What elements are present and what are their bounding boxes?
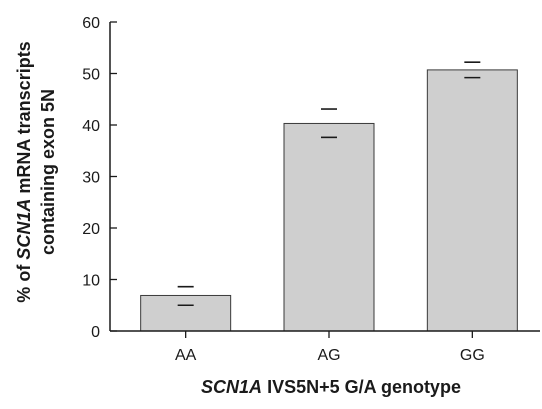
x-tick-label-ag: AG xyxy=(317,347,340,364)
bars-layer xyxy=(140,69,518,332)
x-tick-label-gg: GG xyxy=(460,347,485,364)
x-tick-label-aa: AA xyxy=(175,347,197,364)
y-axis-title-italic: SCN1A xyxy=(14,199,34,260)
y-tick-label: 10 xyxy=(82,273,100,290)
y-axis-title: % of SCN1A mRNA transcripts containing e… xyxy=(14,41,58,302)
error-bars-layer xyxy=(177,61,481,307)
bar-aa xyxy=(140,294,232,332)
y-tick-label: 60 xyxy=(82,15,100,32)
y-tick-label: 40 xyxy=(82,118,100,135)
x-ticks-layer: AA AG GG xyxy=(175,331,485,364)
x-axis-title-rest: IVS5N+5 G/A genotype xyxy=(262,377,461,397)
x-axis-title-italic: SCN1A xyxy=(201,377,262,397)
y-tick-label: 50 xyxy=(82,67,100,84)
y-tick-label: 30 xyxy=(82,170,100,187)
y-tick-label: 0 xyxy=(91,324,100,341)
y-tick-label: 20 xyxy=(82,221,100,238)
x-axis-title: SCN1A IVS5N+5 G/A genotype xyxy=(201,377,461,397)
bar-ag xyxy=(283,122,375,332)
y-axis-title-line1: % of SCN1A mRNA transcripts xyxy=(14,41,34,302)
y-axis-title-suffix: mRNA transcripts xyxy=(14,41,34,198)
bar-gg xyxy=(426,69,518,332)
y-axis-title-prefix: % of xyxy=(14,260,34,303)
y-ticks-layer: 0 10 20 30 40 50 60 xyxy=(82,15,117,341)
y-axis-title-line2: containing exon 5N xyxy=(38,89,58,255)
